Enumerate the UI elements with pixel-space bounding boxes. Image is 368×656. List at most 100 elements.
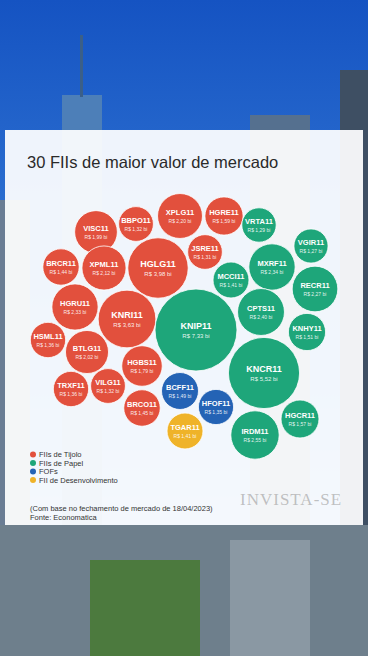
bubble [167, 413, 203, 449]
value-label: R$ 1,44 bi [50, 269, 73, 275]
ticker: VGIR11 [298, 238, 324, 247]
ticker: HSML11 [33, 332, 62, 341]
ticker: RECR11 [300, 281, 329, 290]
bubble [155, 289, 237, 371]
bubble [281, 400, 319, 438]
ticker: IRDM11 [241, 427, 268, 436]
ticker: KNIP11 [180, 321, 211, 331]
bubble [288, 313, 325, 350]
legend-swatch [30, 469, 36, 475]
ticker: MCCI11 [217, 272, 244, 281]
bubble [128, 238, 188, 298]
value-label: R$ 1,27 bi [300, 248, 323, 254]
bubble [249, 244, 295, 290]
bubble [82, 246, 126, 290]
ticker: HGCR11 [285, 411, 315, 420]
bubble [188, 235, 223, 270]
value-label: R$ 1,41 bi [220, 282, 243, 288]
bubble [205, 197, 243, 235]
ticker: BTLG11 [73, 344, 101, 353]
spire [80, 35, 83, 97]
bubble [158, 194, 203, 239]
value-label: R$ 1,99 bi [85, 234, 108, 240]
value-label: R$ 1,32 bi [125, 226, 148, 232]
bubble [43, 249, 79, 285]
ticker: BRCR11 [46, 259, 76, 268]
legend-label: FII de Desenvolvimento [39, 476, 118, 485]
value-label: R$ 2,33 bi [64, 309, 87, 315]
value-label: R$ 3,98 bi [144, 271, 171, 277]
ticker: HGRU11 [60, 299, 90, 308]
value-label: R$ 2,20 bi [169, 218, 192, 224]
legend-swatch [30, 452, 36, 458]
legend-swatch [30, 477, 36, 483]
value-label: R$ 1,29 bi [248, 227, 271, 233]
bubble [52, 284, 98, 330]
bubble [228, 337, 299, 408]
footnote: Fonte: Economatica [30, 513, 98, 522]
sky [0, 0, 368, 656]
ticker: HGRE11 [209, 208, 239, 217]
ticker: XPML11 [90, 260, 119, 269]
value-label: R$ 5,52 bi [250, 376, 277, 382]
value-label: R$ 1,59 bi [213, 218, 236, 224]
value-label: R$ 1,32 bi [97, 388, 120, 394]
value-label: R$ 2,55 bi [244, 437, 267, 443]
bubble [198, 389, 233, 424]
value-label: R$ 1,41 bi [174, 433, 197, 439]
street [0, 525, 368, 656]
value-label: R$ 7,33 bi [182, 333, 209, 339]
ticker: KNRI11 [111, 310, 143, 320]
legend-swatch [30, 460, 36, 466]
watermark: INVISTA-SE [240, 490, 342, 509]
ticker: JSRE11 [191, 244, 219, 253]
bubble [53, 371, 88, 406]
ticker: HGBS11 [127, 358, 157, 367]
bubble [124, 390, 160, 426]
value-label: R$ 1,79 bi [131, 368, 154, 374]
title: 30 FIIs de maior valor de mercado [27, 153, 278, 171]
page: 30 FIIs de maior valor de mercadoVISC11R… [0, 0, 368, 656]
footnote: (Com base no fechamento de mercado de 18… [30, 504, 213, 513]
value-label: R$ 1,57 bi [289, 421, 312, 427]
bubble [292, 266, 338, 312]
bubble-labels: VISC11R$ 1,99 biBBPO11R$ 1,32 biXPLG11R$… [33, 208, 329, 443]
ticker: KNCR11 [246, 364, 282, 374]
value-label: R$ 1,36 bi [60, 391, 83, 397]
bubble [65, 330, 108, 373]
ticker: HGLG11 [140, 259, 176, 269]
panel [5, 130, 363, 525]
ticker: VILG11 [95, 378, 120, 387]
bubble [294, 229, 328, 263]
bubble [242, 208, 276, 242]
ticker: TGAR11 [170, 423, 199, 432]
ticker: MXRF11 [257, 259, 286, 268]
ticker: HFOF11 [202, 399, 230, 408]
value-label: R$ 1,45 bi [131, 410, 154, 416]
bubble [122, 346, 163, 387]
ticker: VRTA11 [245, 217, 273, 226]
value-label: R$ 2,02 bi [76, 354, 99, 360]
ticker: TRXF11 [57, 381, 85, 390]
park [90, 560, 200, 656]
value-label: R$ 1,35 bi [205, 409, 228, 415]
bubble [238, 289, 285, 336]
bubble [231, 411, 279, 459]
bubble [213, 262, 249, 298]
value-label: R$ 2,34 bi [261, 269, 284, 275]
bubble [162, 373, 199, 410]
ticker: KNHY11 [292, 324, 321, 333]
bubbles [30, 194, 337, 460]
bubble [119, 207, 154, 242]
value-label: R$ 2,40 bi [250, 314, 273, 320]
ticker: CPTS11 [247, 304, 275, 313]
bubble [91, 369, 126, 404]
legend: FIIs de TijoloFIIs de PapelFOFsFII de De… [30, 450, 118, 485]
value-label: R$ 1,36 bi [37, 342, 60, 348]
bubble [30, 322, 65, 357]
ticker: BBPO11 [121, 216, 151, 225]
building [230, 540, 310, 656]
value-label: R$ 1,51 bi [296, 334, 319, 340]
ticker: VISC11 [83, 224, 108, 233]
ticker: BCFF11 [166, 383, 194, 392]
